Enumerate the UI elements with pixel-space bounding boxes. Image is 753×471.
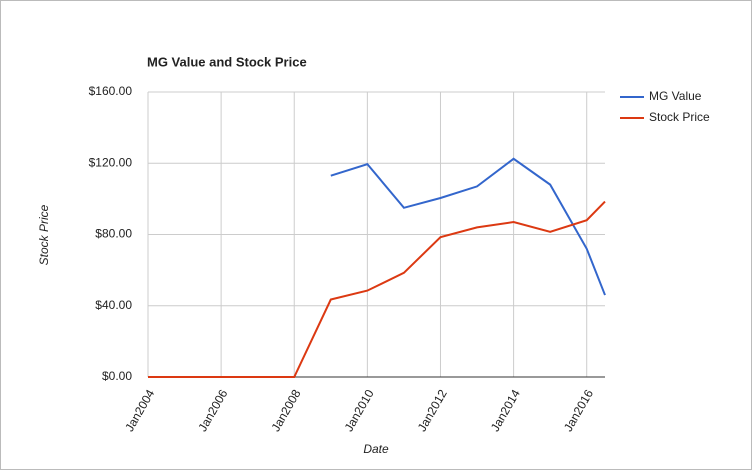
y-tick-label: $120.00 xyxy=(89,155,133,169)
series-line xyxy=(148,200,606,378)
y-tick-label: $80.00 xyxy=(95,227,132,241)
series-line xyxy=(330,157,606,296)
y-tick-label: $40.00 xyxy=(95,298,132,312)
chart-title: MG Value and Stock Price xyxy=(147,54,307,69)
legend-label: Stock Price xyxy=(649,110,710,124)
y-tick-label: $0.00 xyxy=(102,369,132,383)
y-tick-label: $160.00 xyxy=(89,84,133,98)
legend-label: MG Value xyxy=(649,89,702,103)
x-axis-label: Date xyxy=(363,442,389,456)
y-axis-label: Stock Price xyxy=(37,204,51,265)
